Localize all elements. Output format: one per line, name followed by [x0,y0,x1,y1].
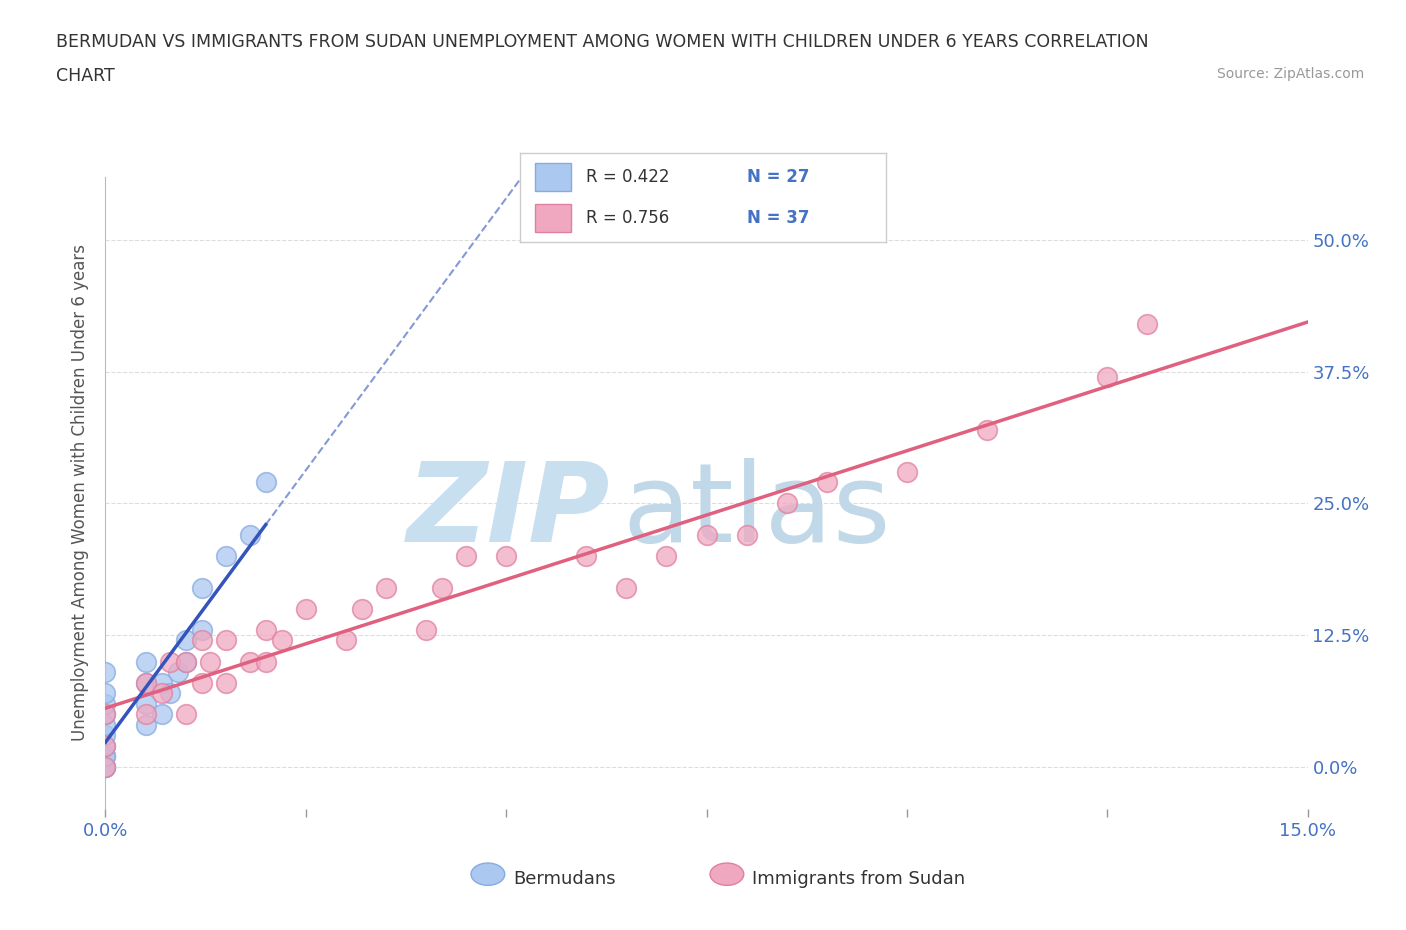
Point [1136,317,1159,332]
Point [150,707,173,722]
Point [94,760,117,775]
Point [239,527,262,542]
Point [159,654,181,669]
Point [214,675,236,690]
Point [94,760,117,775]
Point [616,580,638,595]
Point [135,697,157,711]
Point [190,675,212,690]
Text: R = 0.422: R = 0.422 [586,168,669,186]
Point [159,685,181,700]
Point [135,675,157,690]
Point [735,527,758,542]
Point [454,549,477,564]
Text: Immigrants from Sudan: Immigrants from Sudan [752,870,966,888]
Point [1097,369,1119,384]
Point [94,760,117,775]
Point [174,654,197,669]
Point [190,633,212,648]
Point [94,665,117,680]
Point [254,475,277,490]
Point [94,738,117,753]
Bar [534,163,571,192]
Text: R = 0.756: R = 0.756 [586,209,669,227]
Point [295,602,318,617]
Text: N = 27: N = 27 [747,168,810,186]
Bar [534,204,571,232]
Text: Bermudans: Bermudans [513,870,616,888]
Point [135,717,157,732]
Point [94,749,117,764]
Point [350,602,373,617]
Point [430,580,453,595]
Text: CHART: CHART [56,67,115,85]
Point [776,496,799,511]
Point [190,580,212,595]
Point [94,717,117,732]
Point [239,654,262,669]
Point [94,749,117,764]
Point [415,622,437,637]
Text: ZIP: ZIP [406,458,610,565]
Point [174,707,197,722]
Point [815,475,838,490]
Point [166,665,188,680]
Point [976,422,998,437]
Point [655,549,678,564]
Point [174,654,197,669]
Point [270,633,292,648]
Point [174,633,197,648]
Point [190,622,212,637]
Point [335,633,357,648]
Point [495,549,517,564]
Point [94,707,117,722]
Text: N = 37: N = 37 [747,209,810,227]
Point [254,622,277,637]
Point [94,738,117,753]
Text: BERMUDAN VS IMMIGRANTS FROM SUDAN UNEMPLOYMENT AMONG WOMEN WITH CHILDREN UNDER 6: BERMUDAN VS IMMIGRANTS FROM SUDAN UNEMPL… [56,33,1149,50]
Point [214,633,236,648]
Point [896,464,918,479]
Point [254,654,277,669]
Text: atlas: atlas [623,458,891,565]
Point [135,654,157,669]
Point [135,675,157,690]
Point [150,675,173,690]
Point [696,527,718,542]
Point [94,697,117,711]
Point [150,685,173,700]
Point [214,549,236,564]
Y-axis label: Unemployment Among Women with Children Under 6 years: Unemployment Among Women with Children U… [72,245,90,741]
Point [374,580,398,595]
Point [94,728,117,743]
Point [94,760,117,775]
Point [94,685,117,700]
Point [198,654,221,669]
Text: Source: ZipAtlas.com: Source: ZipAtlas.com [1216,67,1364,81]
Point [94,707,117,722]
Point [135,707,157,722]
Point [575,549,598,564]
